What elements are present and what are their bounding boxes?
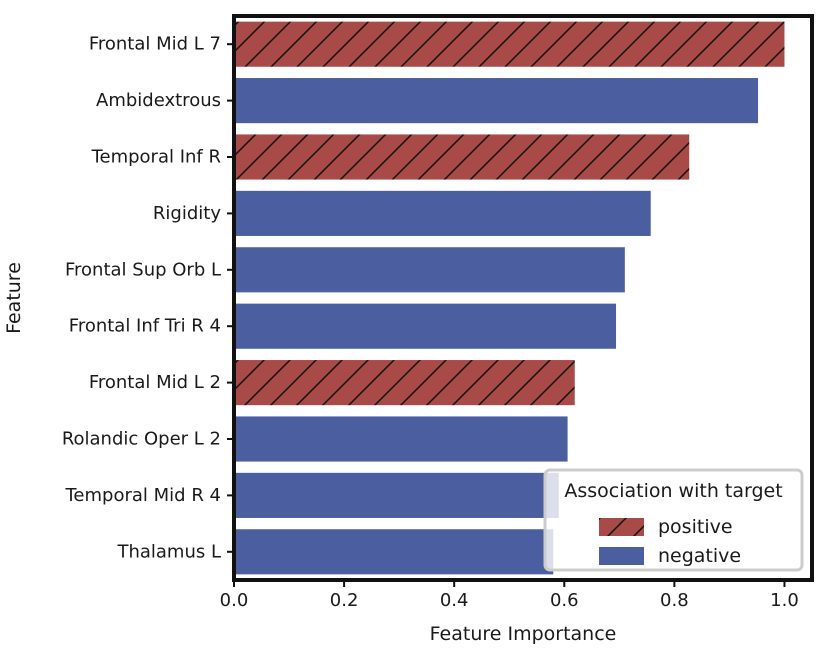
legend-title: Association with target (564, 480, 782, 502)
bar-rigidity (234, 190, 651, 236)
y-tick-label: Frontal Mid L 7 (89, 34, 221, 55)
x-tick-label: 0.4 (440, 590, 469, 611)
x-tick-label: 0.0 (220, 590, 249, 611)
bar-frontal-mid-l-7 (234, 21, 785, 67)
y-tick-label: Ambidextrous (96, 90, 221, 111)
bars-layer (234, 21, 785, 575)
y-tick-label: Temporal Mid R 4 (65, 485, 222, 506)
y-tick-label: Rolandic Oper L 2 (62, 429, 221, 450)
bar-frontal-inf-tri-r-4 (234, 303, 617, 349)
legend-label-negative: negative (658, 545, 741, 567)
legend: Association with target positive negative (543, 468, 804, 572)
bar-frontal-sup-orb-l (234, 247, 625, 293)
x-axis-title: Feature Importance (430, 623, 617, 645)
bar-temporal-inf-r (234, 134, 690, 180)
bar-frontal-mid-l-2 (234, 360, 575, 406)
y-tick-label: Temporal Inf R (91, 147, 221, 168)
bar-ambidextrous (234, 78, 759, 124)
legend-label-positive: positive (658, 516, 733, 538)
legend-swatch-positive (599, 518, 644, 536)
y-axis-title: Feature (3, 262, 25, 334)
y-tick-label: Rigidity (153, 203, 221, 224)
legend-box (543, 468, 804, 572)
x-tick-label: 0.6 (550, 590, 579, 611)
y-tick-label: Frontal Inf Tri R 4 (69, 316, 221, 337)
bar-rolandic-oper-l-2 (234, 416, 568, 462)
axes-layer: Frontal Mid L 7 Ambidextrous Temporal Inf … (3, 14, 814, 645)
x-tick-label: 0.8 (660, 590, 689, 611)
y-tick-label: Frontal Sup Orb L (65, 259, 221, 280)
y-tick-label: Frontal Mid L 2 (89, 372, 221, 393)
y-tick-label: Thalamus L (116, 541, 221, 562)
x-tick-label: 0.2 (330, 590, 359, 611)
plot-frame (232, 14, 814, 582)
bar-thalamus-l (234, 529, 554, 575)
bar-temporal-mid-r-4 (234, 472, 559, 518)
x-tick-label: 1.0 (770, 590, 799, 611)
legend-swatch-negative (599, 547, 644, 565)
